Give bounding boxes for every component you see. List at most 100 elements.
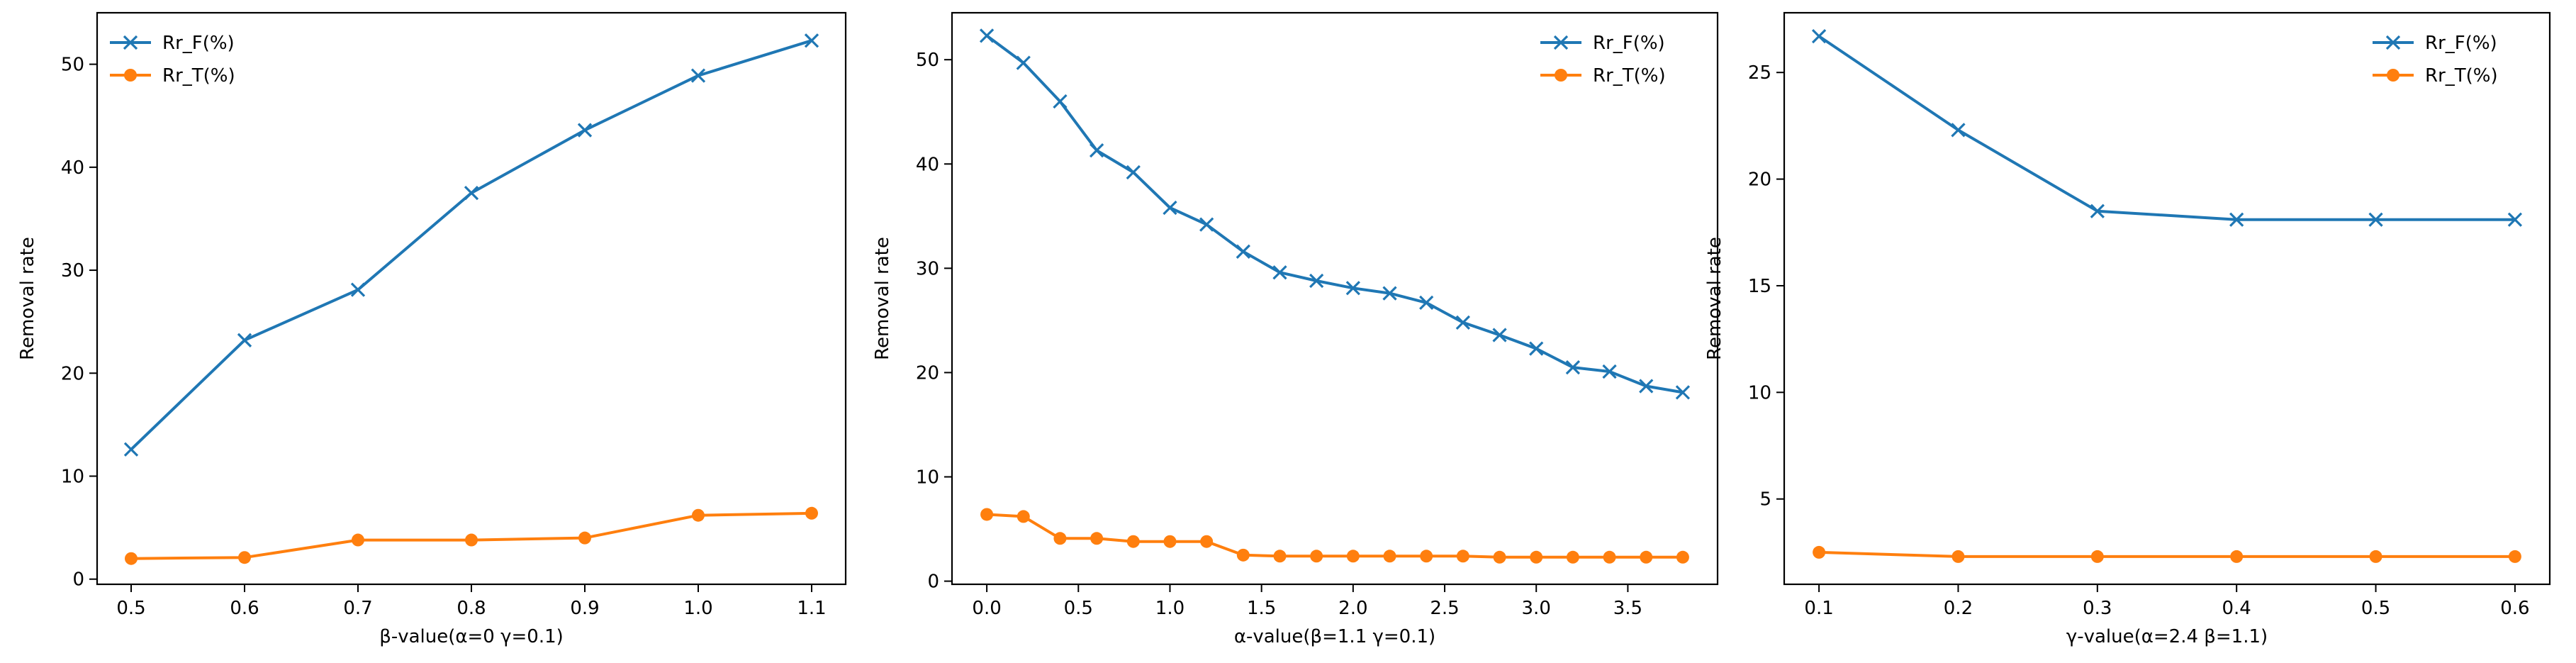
y-tick-label: 20 [1748,169,1771,191]
data-point-circle-marker [2369,550,2382,563]
x-tick-label: 2.0 [1338,598,1367,619]
x-tick-label: 0.8 [457,598,486,619]
x-tick-label: 2.5 [1430,598,1459,619]
y-tick-label: 0 [72,569,84,591]
data-point-x-marker [1016,55,1031,70]
data-point-circle-marker [1420,550,1433,563]
legend-label: Rr_F(%) [162,33,235,54]
series-rr-t [1813,545,2521,563]
y-tick-label: 20 [61,363,84,384]
chart-1: 0.5 0.6 0.7 0.8 0.9 1.0 1.1 0 10 20 30 40 50 β-value(… [17,11,847,647]
y-tick-label: 50 [916,50,939,71]
data-point-circle-marker [980,508,994,521]
data-point-circle-marker [1126,535,1140,548]
x-axis-label: γ-value(α=2.4 β=1.1) [2066,626,2268,647]
data-point-x-marker [1236,244,1250,259]
data-point-x-marker [1199,217,1214,232]
x-tick-label: 0.6 [2500,598,2529,619]
x-tick-label: 0.5 [116,598,145,619]
data-point-circle-marker [465,533,478,547]
y-tick-label: 40 [916,154,939,175]
data-point-x-marker [1602,364,1617,379]
series-line [985,34,1684,394]
data-point-x-marker [1565,360,1581,375]
legend: Rr_F(%) Rr_T(%) [2373,33,2498,87]
legend-circle-marker [2387,69,2399,82]
x-tick-label: 3.5 [1613,598,1642,619]
legend: Rr_F(%) Rr_T(%) [1540,33,1666,87]
x-tick-label: 0.3 [2083,598,2112,619]
data-point-circle-marker [692,508,705,522]
series-line [1819,550,2515,558]
data-point-x-marker [690,68,706,83]
data-point-circle-marker [1813,545,1826,559]
y-tick-label: 50 [61,55,84,76]
y-axis-label: Removal rate [1704,237,1725,360]
data-point-circle-marker [1017,510,1030,523]
data-point-circle-marker [1566,550,1579,564]
legend-label: Rr_T(%) [162,65,235,87]
x-tick-label: 0.9 [570,598,599,619]
data-point-circle-marker [238,551,251,564]
data-point-x-marker [1639,379,1654,394]
chart-3: 0.1 0.2 0.3 0.4 0.5 0.6 5 10 15 20 25 γ-value(α=2.4… [1704,11,2551,647]
data-point-circle-marker [1346,550,1360,563]
x-tick-label: 0.6 [230,598,259,619]
data-point-circle-marker [578,531,591,545]
data-point-x-marker [1382,286,1397,301]
data-point-circle-marker [1200,535,1214,548]
y-tick-label: 10 [61,467,84,488]
chart-2: 0.0 0.5 1.0 1.5 2.0 2.5 3.0 3.5 0 10 20 30 40 50 α-val… [872,11,1719,647]
y-tick-label: 15 [1748,276,1771,297]
data-point-circle-marker [2230,550,2244,563]
series-line [1818,35,2515,221]
data-point-x-marker [1492,328,1507,342]
data-point-x-marker [2368,212,2383,227]
legend-label: Rr_F(%) [1593,33,1665,54]
x-tick-label: 0.1 [1804,598,1833,619]
data-point-circle-marker [125,552,138,565]
legend: Rr_F(%) Rr_T(%) [110,33,235,87]
y-axis-label: Removal rate [872,237,893,360]
y-tick-label: 30 [61,260,84,282]
series-line [130,39,812,451]
x-tick-label: 0.2 [1944,598,1973,619]
data-point-x-marker [1163,200,1177,216]
data-point-x-marker [1419,295,1434,311]
data-point-x-marker [1272,265,1287,280]
data-point-x-marker [577,123,593,138]
x-tick-label: 1.1 [797,598,826,619]
axes-frame [1783,11,2551,586]
y-tick-label: 25 [1748,62,1771,84]
data-point-circle-marker [2090,550,2104,563]
data-point-circle-marker [2508,550,2521,563]
series-rr-f [1811,28,2523,227]
data-point-circle-marker [1236,548,1250,562]
data-point-x-marker [237,333,252,347]
data-point-circle-marker [1090,532,1104,545]
y-tick-label: 20 [916,362,939,384]
data-point-circle-marker [1383,550,1396,563]
axes-frame [96,11,847,586]
y-axis-label: Removal rate [17,237,38,360]
data-point-x-marker [1529,341,1544,356]
x-tick-label: 0.5 [1064,598,1093,619]
series-rr-f [123,33,819,457]
legend-label: Rr_T(%) [1593,65,1666,87]
x-tick-label: 1.0 [1155,598,1185,619]
data-point-circle-marker [1273,550,1287,563]
series-rr-t [125,506,818,565]
data-point-circle-marker [1530,550,1543,564]
data-point-circle-marker [1163,535,1177,548]
data-point-x-marker [464,186,479,201]
data-point-x-marker [1675,385,1691,400]
x-tick-label: 1.5 [1247,598,1276,619]
data-point-circle-marker [1640,550,1653,564]
data-point-x-marker [1309,273,1324,289]
data-point-circle-marker [1310,550,1323,563]
x-tick-label: 3.0 [1522,598,1551,619]
data-point-circle-marker [1053,532,1067,545]
data-point-x-marker [123,442,139,457]
x-axis-label: α-value(β=1.1 γ=0.1) [1234,626,1435,647]
